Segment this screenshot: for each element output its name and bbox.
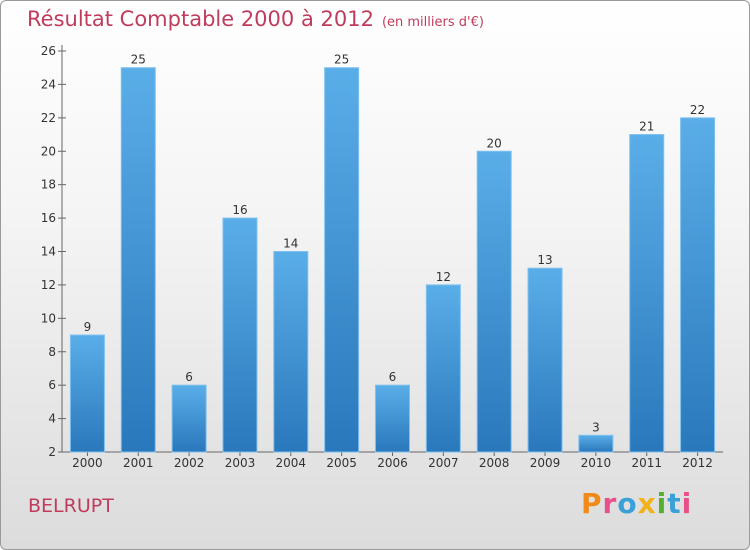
x-tick-label: 2009 bbox=[530, 456, 561, 470]
bar-value-label: 6 bbox=[185, 370, 193, 384]
x-tick-label: 2010 bbox=[581, 456, 612, 470]
y-tick-label: 10 bbox=[41, 311, 56, 325]
bar bbox=[69, 334, 105, 453]
chart-title: Résultat Comptable 2000 à 2012 (en millie… bbox=[27, 7, 484, 31]
logo-letter: P bbox=[581, 487, 603, 520]
bar bbox=[375, 384, 410, 453]
bar-value-label: 14 bbox=[283, 237, 298, 251]
x-tick-label: 2012 bbox=[682, 456, 713, 470]
bar bbox=[171, 384, 207, 453]
y-tick-label: 6 bbox=[48, 378, 56, 392]
bar-value-label: 3 bbox=[592, 420, 600, 434]
bar-value-label: 12 bbox=[436, 270, 451, 284]
logo-letter: x bbox=[637, 487, 657, 520]
bar-value-label: 25 bbox=[334, 53, 349, 67]
bar-value-label: 13 bbox=[537, 253, 552, 267]
chart-title-text: Résultat Comptable 2000 à 2012 bbox=[27, 7, 374, 31]
y-tick-label: 8 bbox=[48, 345, 56, 359]
bar bbox=[629, 134, 665, 453]
x-tick-label: 2003 bbox=[225, 456, 256, 470]
logo-letter: r bbox=[602, 487, 618, 520]
y-tick-label: 2 bbox=[48, 445, 56, 459]
x-tick-label: 2007 bbox=[428, 456, 459, 470]
x-tick-label: 2001 bbox=[123, 456, 154, 470]
logo-letter: t bbox=[667, 487, 682, 520]
x-tick-label: 2000 bbox=[72, 456, 103, 470]
bar bbox=[680, 117, 716, 453]
logo-letter: i bbox=[681, 487, 693, 520]
bar-value-label: 25 bbox=[131, 53, 146, 67]
y-tick-label: 20 bbox=[41, 144, 56, 158]
logo-letter: o bbox=[617, 487, 638, 520]
bar bbox=[273, 251, 309, 453]
bar bbox=[222, 217, 258, 453]
x-tick-label: 2011 bbox=[631, 456, 662, 470]
logo-letter: i bbox=[656, 487, 668, 520]
bar-value-label: 20 bbox=[487, 136, 502, 150]
x-tick-label: 2005 bbox=[326, 456, 357, 470]
y-tick-label: 26 bbox=[41, 44, 56, 58]
bar bbox=[120, 67, 156, 453]
y-tick-label: 4 bbox=[48, 412, 56, 426]
bar-value-label: 21 bbox=[639, 120, 654, 134]
bar bbox=[527, 267, 563, 453]
bar bbox=[578, 434, 614, 453]
y-tick-label: 12 bbox=[41, 278, 56, 292]
y-tick-label: 22 bbox=[41, 111, 56, 125]
bar bbox=[476, 150, 512, 453]
commune-name: BELRUPT bbox=[28, 495, 114, 517]
bar-value-label: 22 bbox=[690, 103, 705, 117]
x-tick-label: 2002 bbox=[174, 456, 205, 470]
y-tick-label: 16 bbox=[41, 211, 56, 225]
bar-value-label: 6 bbox=[389, 370, 397, 384]
bar bbox=[425, 284, 461, 453]
x-tick-label: 2004 bbox=[276, 456, 307, 470]
bar-value-label: 16 bbox=[232, 203, 247, 217]
y-tick-label: 14 bbox=[41, 245, 56, 259]
bar-value-label: 9 bbox=[84, 320, 92, 334]
y-tick-label: 18 bbox=[41, 178, 56, 192]
x-tick-label: 2006 bbox=[377, 456, 408, 470]
y-tick-label: 24 bbox=[41, 77, 56, 91]
chart-subtitle: (en milliers d'€) bbox=[381, 15, 484, 30]
x-tick-label: 2008 bbox=[479, 456, 510, 470]
bar bbox=[324, 67, 360, 453]
proxiti-logo: Proxiti bbox=[581, 487, 692, 520]
